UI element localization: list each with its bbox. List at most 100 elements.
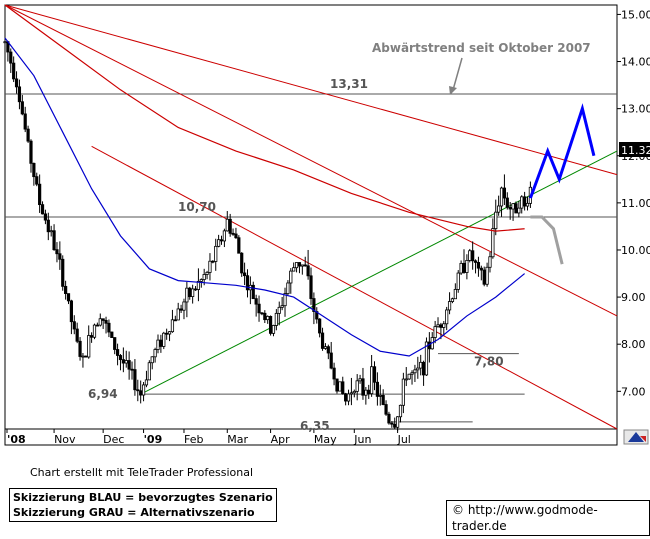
candle-body-0 <box>3 41 7 44</box>
candle-body-161 <box>468 250 472 261</box>
candle-body-150 <box>436 324 440 328</box>
chart-nav-icon[interactable] <box>628 432 644 442</box>
candle-body-151 <box>439 324 443 328</box>
candle-body-175 <box>508 206 512 210</box>
candle-body-23 <box>69 300 73 323</box>
source-link[interactable]: © http://www.godmode-trader.de <box>446 500 650 536</box>
candle-body-49 <box>144 379 149 386</box>
legend-grey: Skizzierung GRAU = Alternativszenario <box>13 506 255 519</box>
candle-body-55 <box>162 332 166 347</box>
x-tick-label-7: May <box>314 433 337 446</box>
candle-body-76 <box>222 230 226 242</box>
candle-body-78 <box>228 218 232 234</box>
y-tick-label-4: 11.00 <box>621 197 650 210</box>
candle-body-134 <box>390 422 394 425</box>
candle-body-20 <box>61 258 65 287</box>
candle-body-36 <box>107 322 111 333</box>
candle-body-66 <box>193 288 198 291</box>
candle-body-111 <box>323 346 328 349</box>
candle-body-110 <box>320 332 325 349</box>
candle-body-35 <box>104 320 108 324</box>
candle-body-173 <box>502 187 507 199</box>
x-tick-label-6: Apr <box>271 433 291 446</box>
candle-body-155 <box>450 298 455 302</box>
candle-body-38 <box>113 337 117 350</box>
candle-body-45 <box>133 369 137 391</box>
candle-body-57 <box>167 331 172 335</box>
y-tick-label-5: 10.00 <box>621 244 650 257</box>
candle-body-89 <box>260 312 264 315</box>
x-tick-label-0: '08 <box>7 433 26 446</box>
candle-body-40 <box>118 355 123 361</box>
candle-body-125 <box>364 389 368 396</box>
candle-body-80 <box>234 233 238 239</box>
candle-body-138 <box>401 378 405 406</box>
candle-body-72 <box>211 260 215 263</box>
candle-body-73 <box>214 245 218 262</box>
scenario-legend: Skizzierung BLAU = bevorzugtes Szenario … <box>9 488 277 522</box>
candle-body-107 <box>312 298 316 312</box>
candle-body-162 <box>471 250 475 262</box>
last-price-box <box>619 142 650 157</box>
candle-body-74 <box>217 239 221 247</box>
candle-body-117 <box>341 381 345 395</box>
y-tick-label-1: 14.00 <box>621 56 650 69</box>
candle-body-172 <box>499 187 504 207</box>
candle-body-118 <box>344 393 348 402</box>
candle-body-43 <box>127 360 131 370</box>
candle-body-153 <box>445 309 449 325</box>
candle-body-139 <box>404 378 408 381</box>
candle-body-97 <box>283 293 287 307</box>
candle-body-157 <box>456 272 460 290</box>
candle-body-164 <box>476 262 481 269</box>
candle-body-168 <box>488 256 492 268</box>
trendline-1 <box>4 4 618 317</box>
candle-body-12 <box>38 183 42 206</box>
candle-body-87 <box>254 298 258 305</box>
candle-body-70 <box>205 271 209 275</box>
candle-body-24 <box>72 321 76 330</box>
candle-body-165 <box>479 267 483 271</box>
candle-body-60 <box>176 308 180 321</box>
x-tick-label-4: Feb <box>184 433 203 446</box>
candle-body-26 <box>78 340 82 357</box>
legend-blue: Skizzierung BLAU = bevorzugtes Szenario <box>13 491 273 504</box>
y-tick-label-2: 13.00 <box>621 103 650 116</box>
candle-body-15 <box>46 219 50 233</box>
candle-body-160 <box>465 259 469 273</box>
level-label-0: 13,31 <box>330 77 368 91</box>
candle-body-51 <box>150 356 154 364</box>
candle-body-6 <box>20 101 24 115</box>
candle-body-71 <box>208 260 212 273</box>
x-tick-label-8: Jun <box>353 433 371 446</box>
candle-body-149 <box>433 326 437 338</box>
scenario-blue-line <box>528 103 596 199</box>
candle-body-33 <box>98 318 102 326</box>
chart-credit: Chart erstellt mit TeleTrader Profession… <box>30 466 254 479</box>
candle-body-124 <box>361 378 365 396</box>
candle-body-176 <box>511 203 515 210</box>
candle-body-96 <box>280 305 284 308</box>
candle-body-4 <box>14 78 19 88</box>
candle-body-136 <box>396 416 400 428</box>
candle-body-158 <box>459 262 463 274</box>
level-label-4: 6,35 <box>300 419 330 433</box>
candle-body-32 <box>95 324 99 327</box>
candle-body-46 <box>136 389 140 392</box>
candle-body-144 <box>419 361 423 369</box>
candle-body-29 <box>87 335 91 358</box>
x-tick-label-3: '09 <box>144 433 163 446</box>
candle-body-91 <box>266 316 270 321</box>
x-tick-label-5: Mar <box>227 433 248 446</box>
candle-body-131 <box>381 394 385 405</box>
candle-body-5 <box>17 86 22 103</box>
candle-body-94 <box>274 312 278 326</box>
candle-body-123 <box>358 378 362 382</box>
level-label-3: 6,94 <box>88 387 118 401</box>
candle-body-135 <box>393 423 397 428</box>
candle-body-140 <box>407 373 411 380</box>
candle-body-98 <box>286 282 290 295</box>
candle-body-93 <box>271 325 276 334</box>
candle-body-130 <box>378 394 382 397</box>
